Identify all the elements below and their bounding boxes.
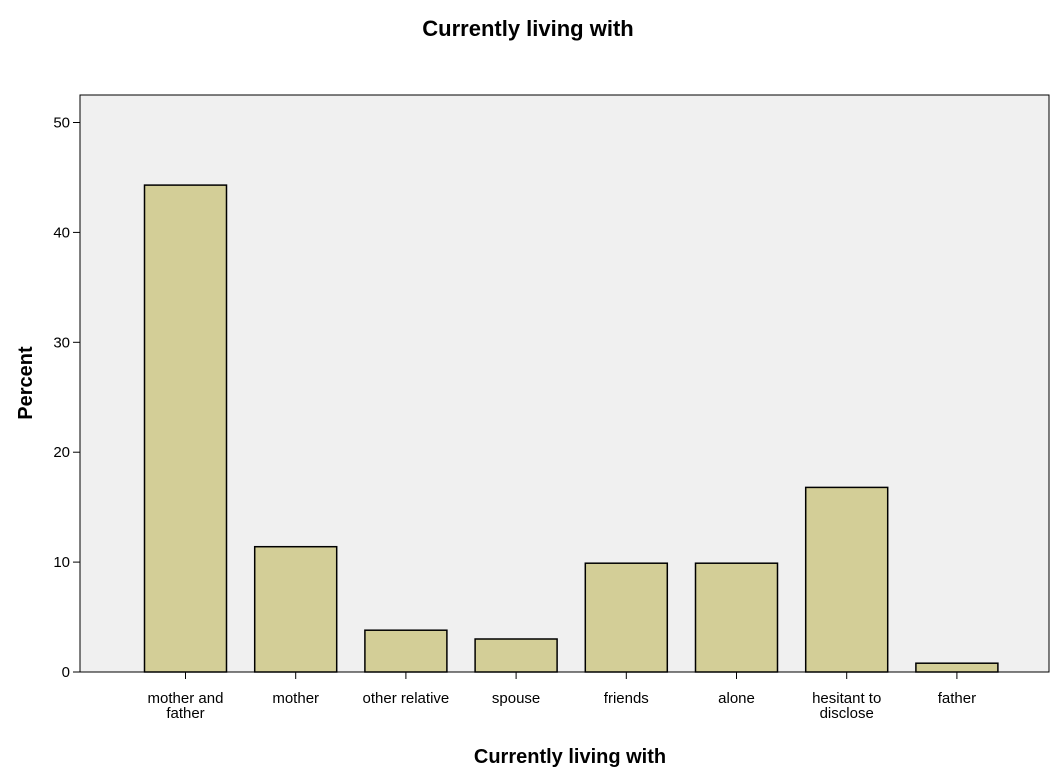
chart-title: Currently living with — [422, 16, 633, 41]
x-category-label: mother — [272, 690, 319, 707]
bar-hesitant-to-disclose — [804, 486, 889, 673]
bar-other-relative — [364, 629, 448, 673]
x-category-label: hesitant to disclose — [812, 690, 881, 722]
x-axis-title: Currently living with — [474, 746, 666, 768]
y-tick-label: 50 — [53, 115, 70, 132]
bar-father — [915, 662, 999, 673]
y-tick-label: 0 — [62, 664, 70, 681]
y-axis-title: Percent — [15, 346, 37, 420]
bars-group — [143, 184, 999, 673]
bar-mother — [253, 545, 338, 673]
y-tick-label: 40 — [53, 224, 70, 241]
x-category-label: other relative — [363, 690, 450, 707]
x-category-label: mother and father — [148, 690, 224, 722]
y-ticks-group: 0 10 20 30 40 50 — [53, 115, 80, 681]
x-category-label: father — [938, 690, 976, 707]
x-labels-group: mother and father mother other relative spou… — [148, 672, 976, 722]
x-category-label: friends — [604, 690, 649, 707]
bar-alone — [694, 562, 779, 673]
x-category-label: spouse — [492, 690, 540, 707]
bar-mother-and-father — [143, 184, 228, 673]
x-category-label: alone — [718, 690, 755, 707]
bar-friends — [584, 562, 669, 673]
y-tick-label: 30 — [53, 334, 70, 351]
y-tick-label: 10 — [53, 554, 70, 571]
bar-spouse — [474, 638, 558, 673]
y-tick-label: 20 — [53, 444, 70, 461]
